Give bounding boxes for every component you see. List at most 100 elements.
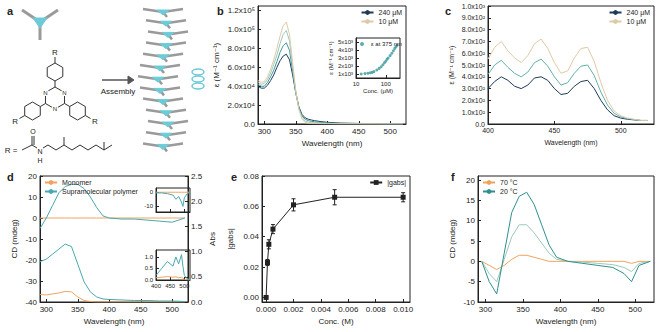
svg-text:0.006: 0.006 (338, 305, 359, 314)
svg-text:15: 15 (466, 196, 475, 205)
svg-text:0.04: 0.04 (243, 232, 259, 241)
svg-text:300: 300 (40, 305, 54, 314)
svg-text:0.00: 0.00 (243, 293, 259, 302)
svg-text:e: e (231, 171, 237, 183)
svg-text:450: 450 (591, 305, 605, 314)
svg-text:240 μM: 240 μM (379, 9, 403, 17)
svg-text:0.004: 0.004 (311, 305, 332, 314)
svg-text:Wavelength (nm): Wavelength (nm) (536, 317, 597, 326)
svg-text:Conc. (μM): Conc. (μM) (363, 88, 393, 94)
svg-text:500: 500 (179, 283, 190, 289)
svg-text:-10: -10 (463, 298, 475, 307)
svg-text:-10: -10 (25, 235, 37, 244)
svg-text:ε at 375 nm: ε at 375 nm (371, 41, 402, 47)
svg-text:Conc. (M): Conc. (M) (318, 317, 353, 326)
svg-text:100: 100 (381, 81, 392, 87)
svg-text:O: O (30, 128, 36, 135)
svg-text:450: 450 (165, 283, 176, 289)
svg-text:20 °C: 20 °C (500, 188, 518, 195)
svg-text:400: 400 (103, 305, 117, 314)
svg-text:1.0: 1.0 (191, 247, 203, 256)
svg-text:Assembly: Assembly (101, 87, 136, 96)
svg-text:10: 10 (28, 193, 37, 202)
svg-text:ε (M⁻¹ cm⁻¹): ε (M⁻¹ cm⁻¹) (212, 42, 221, 87)
svg-text:5x10³: 5x10³ (338, 39, 353, 45)
svg-text:500: 500 (615, 127, 627, 134)
svg-text:0: 0 (33, 214, 38, 223)
svg-text:350: 350 (71, 305, 85, 314)
svg-text:0: 0 (150, 189, 154, 195)
svg-text:f: f (451, 171, 455, 183)
svg-text:0.5: 0.5 (145, 265, 154, 271)
svg-text:ε (M⁻¹ cm⁻¹): ε (M⁻¹ cm⁻¹) (448, 46, 456, 85)
svg-text:4.0x10⁴: 4.0x10⁴ (228, 82, 256, 91)
svg-text:5: 5 (471, 237, 476, 246)
svg-text:0: 0 (471, 257, 476, 266)
svg-text:a: a (7, 5, 14, 17)
svg-text:b: b (217, 5, 224, 17)
svg-text:10: 10 (466, 216, 475, 225)
svg-text:0.02: 0.02 (243, 263, 259, 272)
svg-text:0.008: 0.008 (366, 305, 387, 314)
svg-text:450: 450 (352, 127, 366, 136)
svg-text:400: 400 (482, 127, 494, 134)
svg-text:300: 300 (258, 127, 272, 136)
svg-text:350: 350 (516, 305, 530, 314)
svg-text:4x10³: 4x10³ (338, 47, 353, 53)
svg-text:7.0x10²: 7.0x10² (462, 38, 486, 45)
svg-text:0.08: 0.08 (243, 172, 259, 181)
svg-text:Wavelength (nm): Wavelength (nm) (544, 139, 597, 147)
svg-text:c: c (445, 5, 451, 17)
svg-text:400: 400 (151, 283, 162, 289)
svg-text:0.0: 0.0 (191, 298, 203, 307)
svg-text:0.0: 0.0 (244, 120, 256, 129)
svg-text:350: 350 (289, 127, 303, 136)
svg-text:20: 20 (28, 172, 37, 181)
svg-text:3.0x10²: 3.0x10² (462, 85, 486, 92)
svg-text:CD (mdeg): CD (mdeg) (10, 219, 19, 258)
svg-text:450: 450 (134, 305, 148, 314)
svg-text:8.0x10²: 8.0x10² (462, 26, 486, 33)
svg-text:H: H (37, 157, 42, 164)
svg-text:1.2x10⁵: 1.2x10⁵ (228, 6, 255, 15)
svg-text:500: 500 (629, 305, 643, 314)
svg-text:3x10³: 3x10³ (338, 55, 353, 61)
svg-text:-20: -20 (25, 256, 37, 265)
svg-text:1x10³: 1x10³ (338, 71, 353, 77)
svg-text:N: N (37, 148, 42, 155)
svg-text:500: 500 (384, 127, 398, 136)
svg-text:9.0x10²: 9.0x10² (462, 14, 486, 21)
svg-text:240 μM: 240 μM (627, 9, 651, 17)
svg-text:1.0x10⁵: 1.0x10⁵ (228, 25, 255, 34)
svg-text:N: N (43, 90, 47, 96)
svg-text:10 μM: 10 μM (379, 18, 399, 26)
svg-text:400: 400 (321, 127, 335, 136)
svg-text:Wavelength (nm): Wavelength (nm) (84, 317, 145, 326)
svg-text:2x10³: 2x10³ (338, 63, 353, 69)
svg-text:0.5: 0.5 (191, 272, 203, 281)
svg-text:0.002: 0.002 (284, 305, 305, 314)
svg-text:-5: -5 (468, 277, 476, 286)
svg-text:0.010: 0.010 (393, 305, 414, 314)
svg-text:2.0: 2.0 (191, 197, 203, 206)
svg-text:|gabs|: |gabs| (226, 228, 235, 250)
svg-text:1.0x10²: 1.0x10² (462, 109, 486, 116)
svg-text:300: 300 (479, 305, 493, 314)
svg-text:2.0x10²: 2.0x10² (462, 97, 486, 104)
svg-text:2.5: 2.5 (191, 172, 203, 181)
svg-text:Wavelength (nm): Wavelength (nm) (302, 139, 363, 148)
svg-text:|gabs|: |gabs| (387, 179, 406, 187)
svg-text:N: N (53, 106, 57, 112)
svg-text:10 μM: 10 μM (627, 18, 647, 26)
svg-text:Monomer: Monomer (62, 179, 92, 186)
svg-text:0.000: 0.000 (256, 305, 277, 314)
svg-text:ε (M⁻¹ cm⁻¹): ε (M⁻¹ cm⁻¹) (328, 41, 334, 74)
svg-text:1.0: 1.0 (145, 254, 154, 260)
svg-text:5.0x10²: 5.0x10² (462, 62, 486, 69)
svg-text:Supramolecular polymer: Supramolecular polymer (62, 188, 139, 196)
svg-text:450: 450 (549, 127, 561, 134)
svg-text:d: d (7, 171, 14, 183)
svg-text:1.5: 1.5 (191, 222, 203, 231)
svg-text:R =: R = (5, 146, 18, 155)
svg-text:400: 400 (554, 305, 568, 314)
